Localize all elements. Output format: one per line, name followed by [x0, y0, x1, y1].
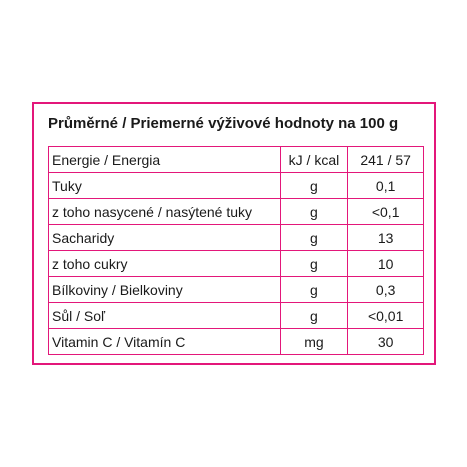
nutrient-name: Energie / Energia [48, 146, 281, 173]
nutrient-unit: g [279, 302, 349, 329]
table-row: Energie / Energia kJ / kcal 241 / 57 [48, 146, 424, 173]
nutrient-unit: g [279, 276, 349, 303]
nutrient-name: Sůl / Soľ [48, 302, 281, 329]
nutrient-value: 10 [347, 250, 424, 277]
nutrient-value: 241 / 57 [347, 146, 424, 173]
nutrient-value: 13 [347, 224, 424, 251]
nutrition-title: Průměrné / Priemerné výživové hodnoty na… [48, 115, 399, 132]
nutrient-value: 0,1 [347, 172, 424, 199]
nutrient-unit: g [279, 250, 349, 277]
table-row: Bílkoviny / Bielkoviny g 0,3 [48, 276, 424, 303]
nutrition-label: Průměrné / Priemerné výživové hodnoty na… [32, 102, 436, 365]
nutrient-unit: g [279, 224, 349, 251]
table-row: Vitamin C / Vitamín C mg 30 [48, 328, 424, 355]
nutrient-value: <0,01 [347, 302, 424, 329]
nutrient-name: Sacharidy [48, 224, 281, 251]
nutrient-name: z toho cukry [48, 250, 281, 277]
nutrient-unit: g [279, 198, 349, 225]
nutrition-table: Energie / Energia kJ / kcal 241 / 57 Tuk… [48, 146, 424, 355]
nutrient-name: z toho nasycené / nasýtené tuky [48, 198, 281, 225]
nutrient-unit: mg [279, 328, 349, 355]
nutrient-value: 30 [347, 328, 424, 355]
nutrient-name: Vitamin C / Vitamín C [48, 328, 281, 355]
nutrient-unit: g [279, 172, 349, 199]
nutrient-value: 0,3 [347, 276, 424, 303]
nutrient-name: Tuky [48, 172, 281, 199]
nutrient-name: Bílkoviny / Bielkoviny [48, 276, 281, 303]
table-row: Tuky g 0,1 [48, 172, 424, 199]
nutrient-value: <0,1 [347, 198, 424, 225]
nutrient-unit: kJ / kcal [279, 146, 349, 173]
table-row: Sůl / Soľ g <0,01 [48, 302, 424, 329]
table-row: z toho nasycené / nasýtené tuky g <0,1 [48, 198, 424, 225]
table-row: Sacharidy g 13 [48, 224, 424, 251]
table-row: z toho cukry g 10 [48, 250, 424, 277]
